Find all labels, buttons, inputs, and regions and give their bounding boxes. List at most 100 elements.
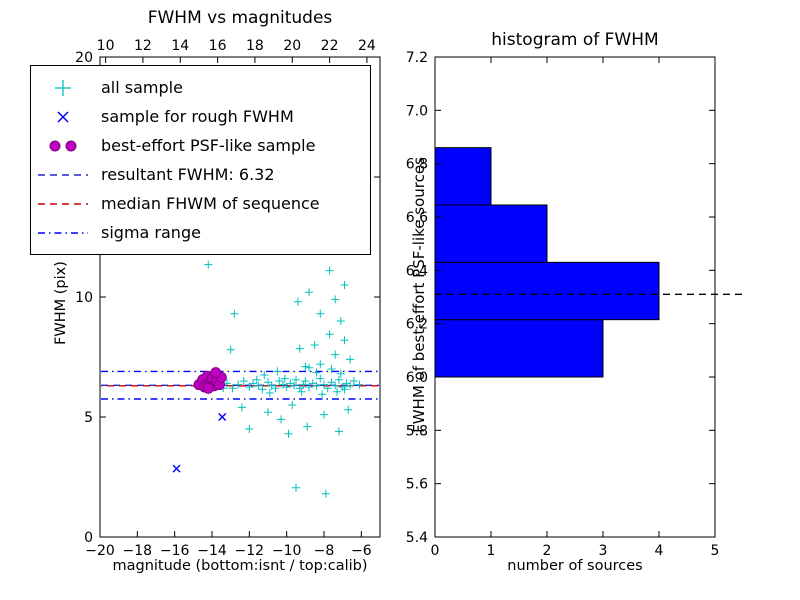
tick-label: 6.6 <box>406 210 428 226</box>
scatter-point-circle <box>210 367 222 379</box>
scatter-point-plus <box>303 422 312 431</box>
tick-label: 6.4 <box>406 263 428 279</box>
scatter-point-plus <box>226 345 235 354</box>
tick-label: 22 <box>321 38 339 54</box>
scatter-point-plus <box>316 309 325 318</box>
scatter-point-plus <box>301 362 310 371</box>
scatter-point-plus <box>305 363 314 372</box>
dashdot-line-icon <box>38 231 88 234</box>
legend-item: all sample <box>35 73 370 102</box>
tick-label: 0 <box>84 530 93 546</box>
scatter-point-plus <box>264 378 272 387</box>
scatter-point-plus <box>230 309 239 318</box>
tick-label: 0 <box>431 543 440 559</box>
scatter-point-plus <box>271 384 280 393</box>
scatter-point-plus <box>282 383 291 391</box>
right-yaxis-label: FWHM of best-effort PSF-like sources <box>410 157 428 433</box>
scatter-point-plus <box>237 403 246 412</box>
scatter-point-plus <box>323 384 332 393</box>
tick-label: −20 <box>85 543 115 559</box>
scatter-point-plus <box>254 381 263 390</box>
left-xaxis-label: magnitude (bottom:isnt / top:calib) <box>112 558 368 574</box>
scatter-point-plus <box>280 374 289 383</box>
scatter-point-plus <box>258 385 267 394</box>
scatter-point-plus <box>333 387 342 396</box>
scatter-point-plus <box>346 355 355 364</box>
legend-label: median FHWM of sequence <box>101 194 320 213</box>
tick-label: 14 <box>171 38 189 54</box>
x-icon <box>57 110 69 123</box>
legend-label: all sample <box>101 78 183 97</box>
tick-label: −8 <box>314 543 335 559</box>
scatter-point-plus <box>249 379 258 388</box>
dashed-line-icon <box>38 202 88 205</box>
scatter-point-plus <box>331 350 340 359</box>
tick-label: 6.0 <box>406 370 428 386</box>
scatter-point-plus <box>327 378 336 387</box>
legend-item: sigma range <box>35 218 370 247</box>
tick-label: 10 <box>75 290 93 306</box>
scatter-point-plus <box>288 401 297 409</box>
scatter-point-plus <box>297 387 306 396</box>
scatter-point-plus <box>305 288 314 297</box>
scatter-point-plus <box>316 360 325 369</box>
scatter-point-plus <box>321 489 330 498</box>
tick-label: 18 <box>246 38 264 54</box>
scatter-point-plus <box>320 410 328 419</box>
scatter-point-plus <box>239 377 248 385</box>
legend: all sample sample for rough FWHM best-effo… <box>30 65 371 255</box>
left-chart-title: FWHM vs magnitudes <box>147 8 333 28</box>
scatter-point-plus <box>340 336 349 345</box>
scatter-point-x <box>172 464 181 473</box>
legend-item: sample for rough FWHM <box>35 102 370 131</box>
scatter-point-plus <box>346 381 355 390</box>
histogram-bar <box>434 261 660 321</box>
scatter-point-plus <box>325 266 334 275</box>
histogram-bar <box>434 319 604 378</box>
tick-label: −6 <box>351 543 372 559</box>
tick-label: 5.6 <box>406 477 428 493</box>
scatter-point-plus <box>292 375 300 384</box>
scatter-point-plus <box>316 374 325 383</box>
tick-label: 1 <box>487 543 496 559</box>
scatter-point-plus <box>334 375 343 384</box>
tick-label: −16 <box>160 543 190 559</box>
scatter-point-plus <box>327 365 336 373</box>
plus-icon <box>55 79 71 96</box>
scatter-point-plus <box>299 380 308 389</box>
dashed-line-icon <box>38 173 88 176</box>
scatter-point-circle <box>202 382 214 394</box>
scatter-point-plus <box>245 425 254 433</box>
scatter-point-plus <box>292 483 300 492</box>
scatter-point-plus <box>264 408 272 417</box>
tick-label: 5 <box>84 410 93 426</box>
right-xaxis-label: number of sources <box>507 558 643 574</box>
tick-label: 7.0 <box>406 103 428 119</box>
tick-label: 5.8 <box>406 423 428 439</box>
legend-item: resultant FWHM: 6.32 <box>35 160 370 189</box>
tick-label: 6.8 <box>406 157 428 173</box>
scatter-point-plus <box>310 341 319 349</box>
tick-label: 20 <box>283 38 301 54</box>
scatter-point-plus <box>325 330 334 339</box>
scatter-point-plus <box>344 405 353 414</box>
scatter-point-plus <box>312 381 321 390</box>
left-yaxis-label: FWHM (pix) <box>53 261 69 345</box>
scatter-point-plus <box>340 281 349 289</box>
legend-label: sample for rough FWHM <box>101 107 294 126</box>
scatter-point-plus <box>336 317 345 325</box>
histogram-bar <box>434 147 492 206</box>
tick-label: 6.2 <box>406 317 428 333</box>
right-plot-border <box>434 56 716 538</box>
tick-label: 16 <box>209 38 227 54</box>
tick-label: −18 <box>123 543 153 559</box>
tick-label: 12 <box>134 38 152 54</box>
scatter-point-plus <box>334 427 343 436</box>
scatter-point-plus <box>355 380 364 389</box>
tick-label: 2 <box>543 543 552 559</box>
tick-label: −12 <box>235 543 265 559</box>
tick-label: 24 <box>358 38 376 54</box>
scatter-point-plus <box>265 389 274 397</box>
